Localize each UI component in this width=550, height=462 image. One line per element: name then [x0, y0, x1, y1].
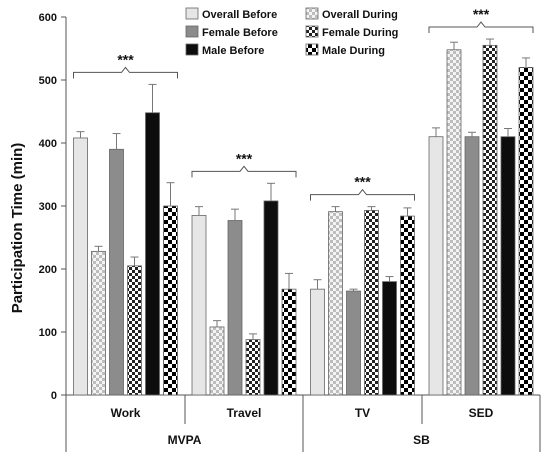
legend-label: Female Before — [202, 27, 278, 39]
y-axis-label: Participation Time (min) — [9, 143, 26, 314]
legend-swatch — [185, 25, 199, 38]
legend-swatch — [305, 43, 319, 56]
legend-label: Male During — [322, 45, 385, 57]
bar — [400, 215, 415, 396]
significance-label: *** — [354, 174, 371, 190]
bar — [428, 136, 444, 396]
bar — [127, 265, 142, 396]
x-group-label: SB — [413, 433, 430, 447]
bar — [382, 281, 397, 396]
x-category-label: SED — [469, 406, 494, 420]
legend-label: Overall Before — [202, 9, 277, 21]
x-category-label: TV — [355, 406, 370, 420]
significance-label: *** — [117, 51, 134, 67]
bar — [191, 215, 207, 396]
legend-label: Male Before — [202, 45, 264, 57]
legend-label: Female During — [322, 27, 398, 39]
bar — [500, 136, 516, 396]
legend-label: Overall During — [322, 9, 398, 21]
axes: 0 100 200 300 400 500 600 Work Travel TV SED MVPA SB — [39, 12, 541, 452]
x-group-label: MVPA — [168, 433, 202, 447]
y-tick-label: 200 — [39, 264, 57, 276]
legend-swatch — [305, 25, 319, 38]
bar — [73, 137, 88, 396]
bar — [446, 49, 462, 396]
bar — [145, 112, 160, 396]
bar — [518, 67, 534, 396]
significance-bracket — [191, 165, 297, 178]
bar — [163, 205, 178, 396]
bar — [227, 220, 243, 396]
bar — [209, 326, 225, 396]
bar — [310, 288, 325, 396]
significance-bracket — [428, 21, 534, 34]
bar — [245, 339, 261, 396]
y-tick-label: 0 — [51, 390, 57, 402]
bar — [482, 44, 498, 396]
significance-bracket — [73, 66, 178, 79]
legend-swatch — [185, 7, 199, 20]
bar — [109, 148, 124, 396]
legend: Overall Before Overall During Female Befor… — [185, 7, 398, 57]
significance-label: *** — [473, 6, 490, 22]
y-tick-label: 600 — [39, 12, 57, 24]
y-tick-label: 100 — [39, 327, 57, 339]
bar — [263, 200, 279, 396]
legend-swatch — [305, 7, 319, 20]
x-category-label: Travel — [227, 406, 262, 420]
legend-swatch — [185, 43, 199, 56]
bar — [281, 288, 297, 396]
y-tick-label: 300 — [39, 201, 57, 213]
significance-bracket — [310, 188, 415, 201]
significance-label: *** — [236, 150, 253, 166]
y-tick-label: 500 — [39, 75, 57, 87]
bar — [364, 210, 379, 396]
significance-annotations: *** *** *** *** — [73, 6, 534, 201]
bars — [73, 38, 534, 396]
bar — [328, 211, 343, 396]
bar — [464, 136, 480, 396]
x-category-label: Work — [111, 406, 141, 420]
bar — [346, 290, 361, 396]
y-tick-label: 400 — [39, 138, 57, 150]
bar — [91, 250, 106, 396]
